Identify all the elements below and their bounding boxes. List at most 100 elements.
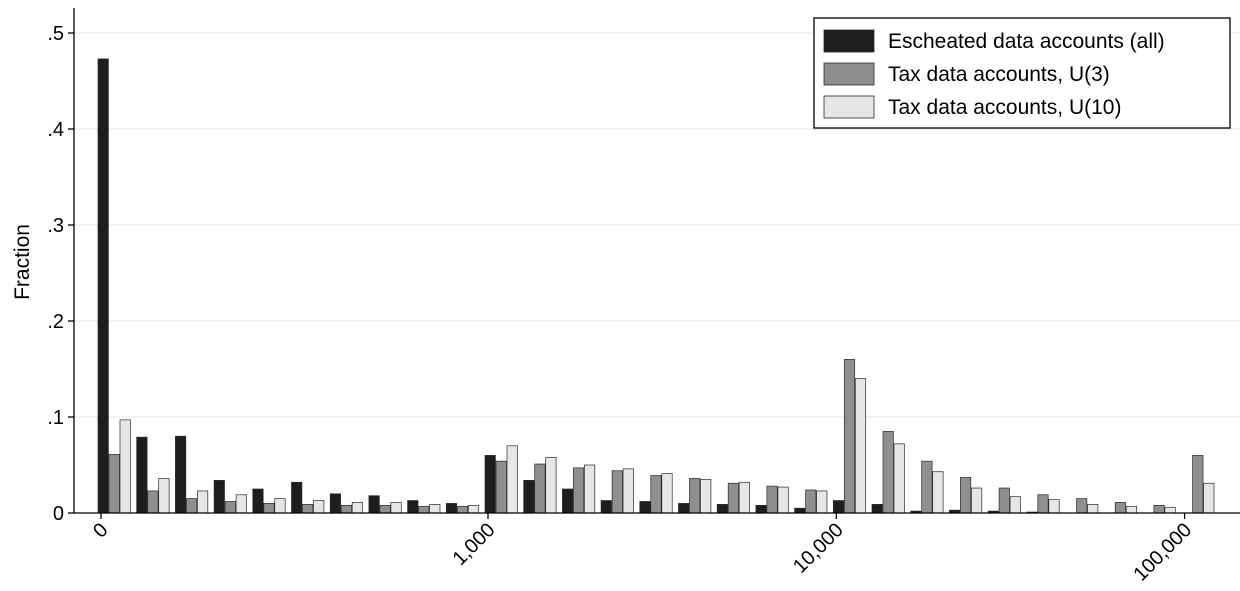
legend: Escheated data accounts (all) Tax data ac… — [813, 17, 1231, 129]
gridlines — [74, 32, 1240, 418]
y-tick-label-5: .5 — [47, 23, 64, 45]
bar-0-10 — [484, 455, 496, 514]
bar-2-18 — [816, 490, 828, 514]
bar-1-25 — [1076, 498, 1088, 514]
y-tick-label-0: 0 — [53, 503, 64, 525]
bar-1-19 — [843, 359, 856, 514]
bar-0-19 — [832, 500, 845, 514]
y-axis-label: Fraction — [11, 224, 34, 300]
bar-0-16 — [716, 504, 728, 514]
bar-2-23 — [1009, 496, 1021, 514]
bar-0-1 — [136, 436, 148, 514]
x-tick-label-1: 1,000 — [449, 519, 500, 570]
bar-1-13 — [611, 470, 623, 514]
bar-0-2 — [175, 435, 187, 514]
bar-0-20 — [871, 504, 883, 514]
bar-0-13 — [600, 500, 612, 514]
bar-2-0 — [119, 419, 131, 514]
bar-0-3 — [213, 480, 225, 514]
bar-2-3 — [235, 494, 247, 514]
axes — [73, 8, 1240, 514]
bar-0-5 — [291, 481, 303, 514]
legend-label-0: Escheated data accounts (all) — [888, 30, 1165, 53]
bar-0-7 — [368, 495, 380, 514]
bar-2-28 — [1203, 482, 1215, 514]
bar-2-4 — [274, 498, 286, 514]
bar-2-21 — [932, 471, 944, 514]
bar-1-28 — [1192, 455, 1204, 514]
bar-1-1 — [147, 490, 159, 514]
bar-0-0 — [97, 58, 109, 514]
bar-1-3 — [224, 501, 236, 514]
bar-1-11 — [534, 463, 546, 514]
bar-0-12 — [562, 488, 574, 514]
legend-swatch-1 — [823, 62, 875, 86]
x-tick-label-2: 10,000 — [789, 519, 848, 578]
bar-0-17 — [755, 504, 767, 514]
bar-2-2 — [197, 490, 209, 514]
bar-0-4 — [252, 488, 264, 514]
x-axis-ticks: 0 1,000 10,000 100,000 — [89, 513, 1196, 586]
legend-swatch-0 — [823, 29, 875, 53]
bar-2-27 — [1164, 506, 1176, 514]
bar-1-6 — [340, 504, 352, 514]
bar-2-10 — [506, 445, 518, 514]
bar-1-14 — [650, 475, 662, 514]
legend-label-2: Tax data accounts, U(10) — [888, 96, 1121, 119]
bar-1-22 — [960, 477, 972, 514]
bar-0-14 — [639, 501, 651, 514]
legend-label-1: Tax data accounts, U(3) — [888, 63, 1110, 86]
bar-1-17 — [766, 485, 778, 514]
bar-2-8 — [429, 504, 441, 514]
bar-1-18 — [805, 489, 817, 514]
y-tick-label-3: .3 — [47, 215, 64, 237]
bar-2-24 — [1048, 499, 1060, 514]
legend-box — [813, 17, 1231, 129]
bar-1-20 — [882, 431, 894, 514]
bar-1-24 — [1037, 494, 1049, 514]
bar-1-15 — [689, 478, 701, 514]
bar-2-12 — [584, 464, 596, 514]
bar-1-23 — [998, 487, 1010, 514]
x-tick-label-0: 0 — [89, 519, 112, 542]
bar-0-18 — [794, 507, 806, 514]
bar-0-8 — [407, 500, 419, 514]
x-tick-label-3: 100,000 — [1129, 519, 1196, 586]
bar-2-9 — [467, 504, 480, 514]
bar-2-19 — [854, 378, 867, 514]
bar-1-7 — [379, 504, 391, 514]
bar-0-6 — [329, 493, 341, 514]
bar-1-2 — [186, 498, 198, 514]
bar-1-10 — [495, 460, 507, 514]
bar-0-11 — [523, 480, 535, 514]
bar-2-15 — [700, 479, 712, 514]
y-tick-label-4: .4 — [47, 119, 64, 141]
bar-2-20 — [893, 443, 905, 514]
bar-2-14 — [661, 473, 673, 514]
legend-swatch-2 — [823, 95, 875, 119]
bar-2-22 — [971, 487, 983, 514]
bar-2-17 — [777, 486, 789, 514]
bar-2-5 — [313, 500, 325, 514]
bar-2-13 — [622, 468, 634, 514]
bar-2-16 — [738, 481, 750, 514]
bar-1-16 — [727, 482, 739, 514]
bar-1-26 — [1114, 502, 1126, 514]
y-tick-label-2: .2 — [47, 311, 64, 333]
bar-1-0 — [108, 454, 120, 514]
bar-1-8 — [418, 505, 430, 514]
bar-0-15 — [678, 503, 690, 514]
y-tick-label-1: .1 — [47, 407, 64, 429]
bar-1-9 — [456, 505, 469, 514]
bar-1-21 — [921, 460, 933, 514]
bar-2-26 — [1125, 505, 1137, 514]
bar-1-27 — [1153, 504, 1165, 514]
bar-2-6 — [351, 502, 363, 514]
bar-1-5 — [302, 504, 314, 514]
bar-1-12 — [573, 467, 585, 514]
bar-2-11 — [545, 456, 557, 514]
bar-1-4 — [263, 503, 275, 514]
y-axis-ticks: 0 .1 .2 .3 .4 .5 — [47, 23, 74, 525]
